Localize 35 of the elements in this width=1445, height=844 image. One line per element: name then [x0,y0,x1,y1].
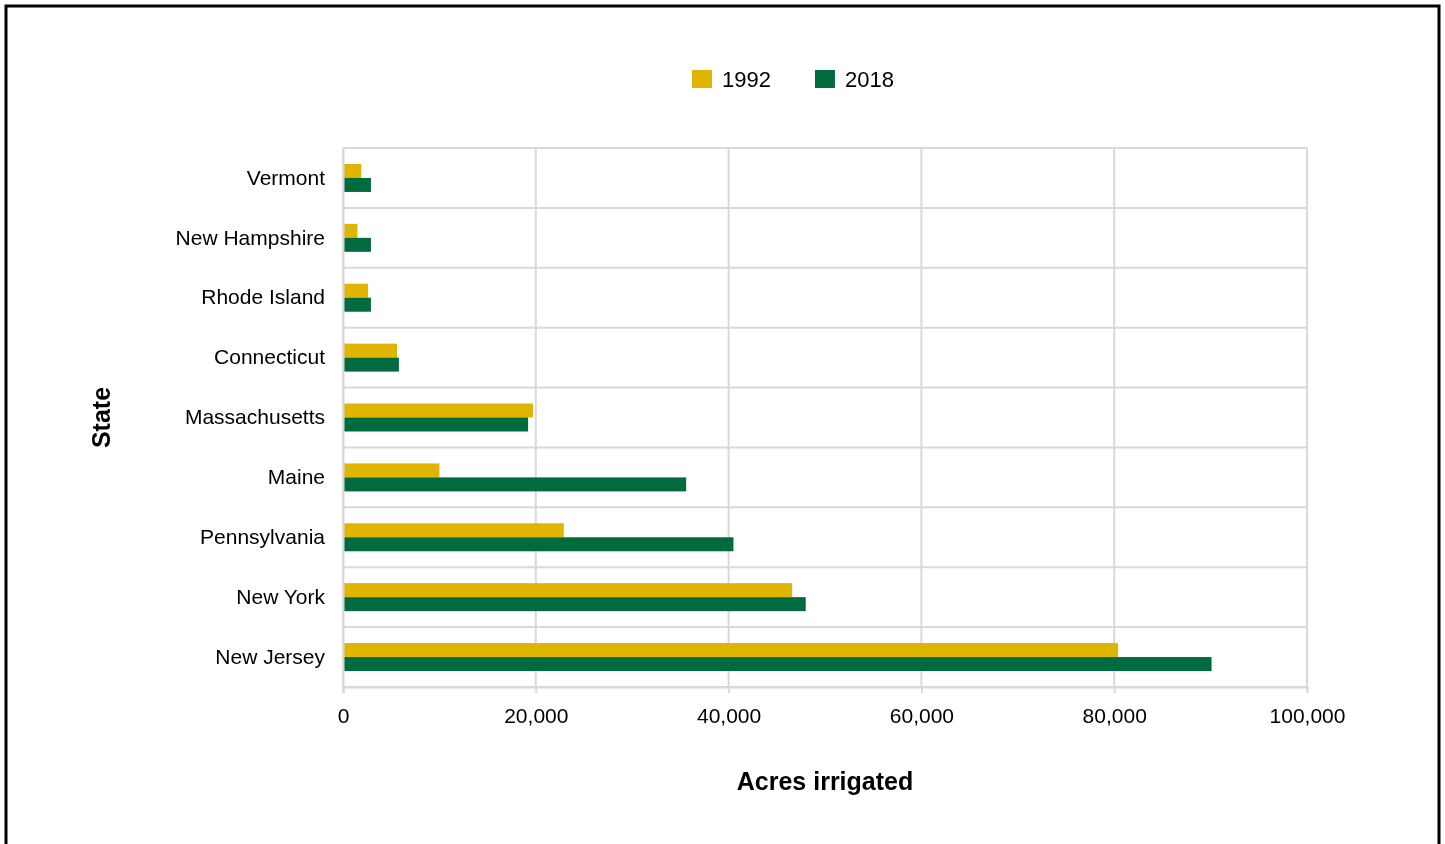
bar [343,237,371,252]
x-tick-label: 0 [337,704,350,728]
y-tick-label: New Hampshire [175,225,325,249]
x-tick-label: 60,000 [889,704,955,728]
y-tick-label: Vermont [246,165,326,189]
bar [343,537,734,552]
y-tick-label: Maine [267,465,325,489]
bar [343,177,371,192]
bar [343,417,529,432]
y-tick-label: Rhode Island [201,285,325,309]
y-tick-label: Connecticut [214,345,326,369]
y-tick-label: Massachusetts [184,405,325,429]
bar [343,657,1212,672]
y-tick-label: Pennsylvania [200,525,326,548]
x-tick-label: 20,000 [504,704,569,728]
bar [343,463,440,478]
y-tick-label: New York [236,584,326,608]
x-axis-title: Acres irrigated [736,767,914,795]
bar [343,523,564,538]
bar [343,597,806,612]
x-tick-label: 100,000 [1269,704,1346,728]
bar [343,403,533,418]
bar [343,357,399,372]
bar [343,477,687,492]
y-tick-label: New Jersey [215,644,326,668]
legend-label: 1992 [722,67,771,92]
bar [343,583,793,598]
legend-label: 2018 [844,67,894,92]
bar [343,283,369,298]
y-axis-title: State [87,386,115,449]
bar [343,343,397,358]
x-tick-label: 40,000 [696,704,762,728]
bar [343,297,371,312]
x-tick-label: 80,000 [1082,704,1147,728]
bar [343,643,1119,658]
